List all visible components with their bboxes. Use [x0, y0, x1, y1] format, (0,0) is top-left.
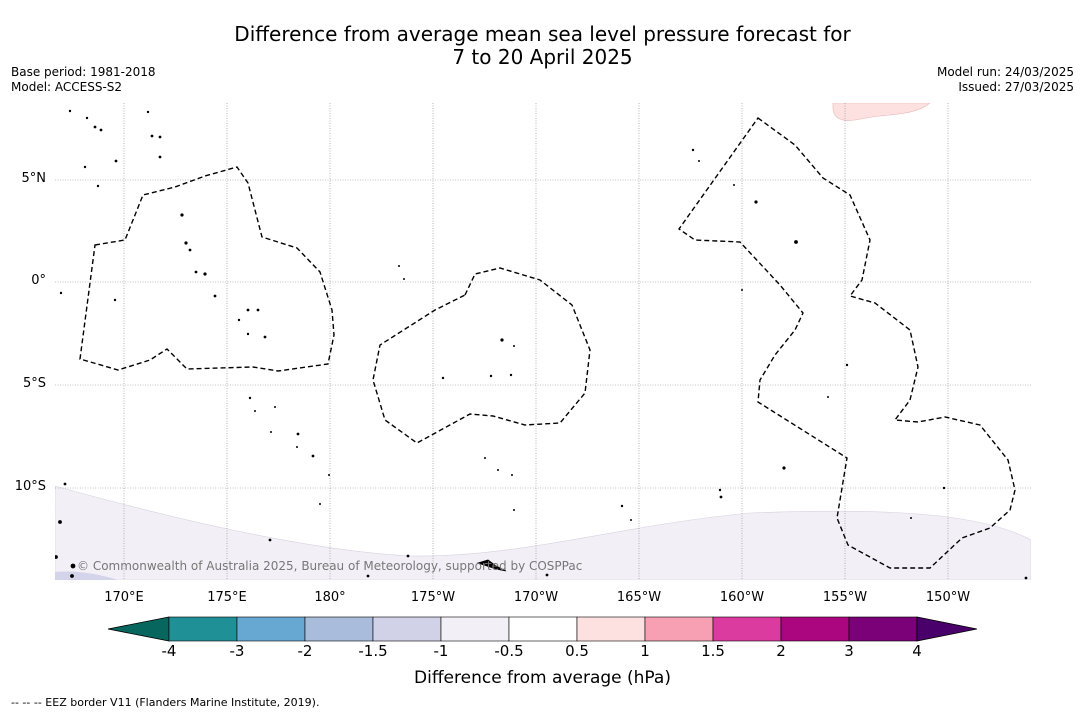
colorbar-segment: [508, 616, 578, 642]
lon-label: 155°W: [822, 590, 868, 605]
colorbar-tick-label: -1.5: [358, 642, 388, 660]
colorbar-segment: [712, 616, 782, 642]
map-title-line1: Difference from average mean sea level p…: [234, 22, 851, 46]
colorbar-title: Difference from average (hPa): [414, 668, 671, 688]
colorbar-tick-label: 1.5: [701, 642, 725, 660]
positive-anomaly-patch: [832, 103, 931, 121]
colorbar-segment: [168, 616, 238, 642]
colorbar-extend-min: [107, 616, 170, 642]
lat-label: 5°N: [21, 171, 47, 186]
lat-label: 5°S: [22, 376, 46, 391]
colorbar-tick-label: 3: [844, 642, 854, 660]
colorbar-tick-label: -4: [161, 642, 177, 660]
colorbar-segment: [236, 616, 306, 642]
lon-label: 150°W: [925, 590, 971, 605]
colorbar-tick-label: 1: [640, 642, 650, 660]
eez-kiribati-gilberts: [79, 166, 335, 372]
lon-label: 160°W: [719, 590, 765, 605]
eez-legend-note: -- -- -- EEZ border V11 (Flanders Marine…: [11, 696, 320, 709]
colorbar-tick-label: 4: [912, 642, 922, 660]
colorbar-tick-label: 0.5: [565, 642, 589, 660]
colorbar-tick-label: -3: [229, 642, 245, 660]
islands: [55, 109, 1028, 580]
lon-label: 170°E: [104, 590, 144, 605]
lon-label: 180°: [314, 590, 346, 605]
colorbar-segment: [440, 616, 510, 642]
copyright-notice: © Commonwealth of Australia 2025, Bureau…: [77, 559, 583, 573]
model-run: Model run: 24/03/2025: [936, 65, 1074, 79]
colorbar-tick-label: 2: [776, 642, 786, 660]
colorbar-segment: [848, 616, 918, 642]
colorbar-extend-max: [916, 616, 978, 642]
colorbar: [107, 616, 978, 642]
negative-anomaly-band: [55, 485, 1031, 580]
colorbar-segment: [576, 616, 646, 642]
issued-date: Issued: 27/03/2025: [958, 80, 1074, 94]
lon-label: 170°W: [513, 590, 559, 605]
base-period: Base period: 1981-2018: [11, 65, 156, 79]
lon-label: 175°W: [410, 590, 456, 605]
lon-label: 175°E: [207, 590, 247, 605]
model-name: Model: ACCESS-S2: [11, 80, 123, 94]
colorbar-segment: [644, 616, 714, 642]
map-title-line2: 7 to 20 April 2025: [452, 45, 633, 69]
colorbar-segment: [780, 616, 850, 642]
colorbar-tick-label: -2: [297, 642, 313, 660]
colorbar-tick-label: -0.5: [494, 642, 524, 660]
lat-label: 0°: [31, 273, 46, 288]
colorbar-segment: [304, 616, 374, 642]
lon-label: 165°W: [616, 590, 662, 605]
eez-line-phoenix: [678, 117, 1016, 569]
colorbar-tick-label: -1: [433, 642, 449, 660]
graticule: [55, 103, 1031, 580]
eez-borders: [79, 117, 1016, 569]
colorbar-segment: [372, 616, 442, 642]
stronger-negative-anomaly-patch: [55, 571, 118, 580]
map-area: [55, 103, 1031, 580]
lat-label: 10°S: [14, 479, 46, 494]
eez-tuvalu-tokelau: [372, 267, 591, 444]
